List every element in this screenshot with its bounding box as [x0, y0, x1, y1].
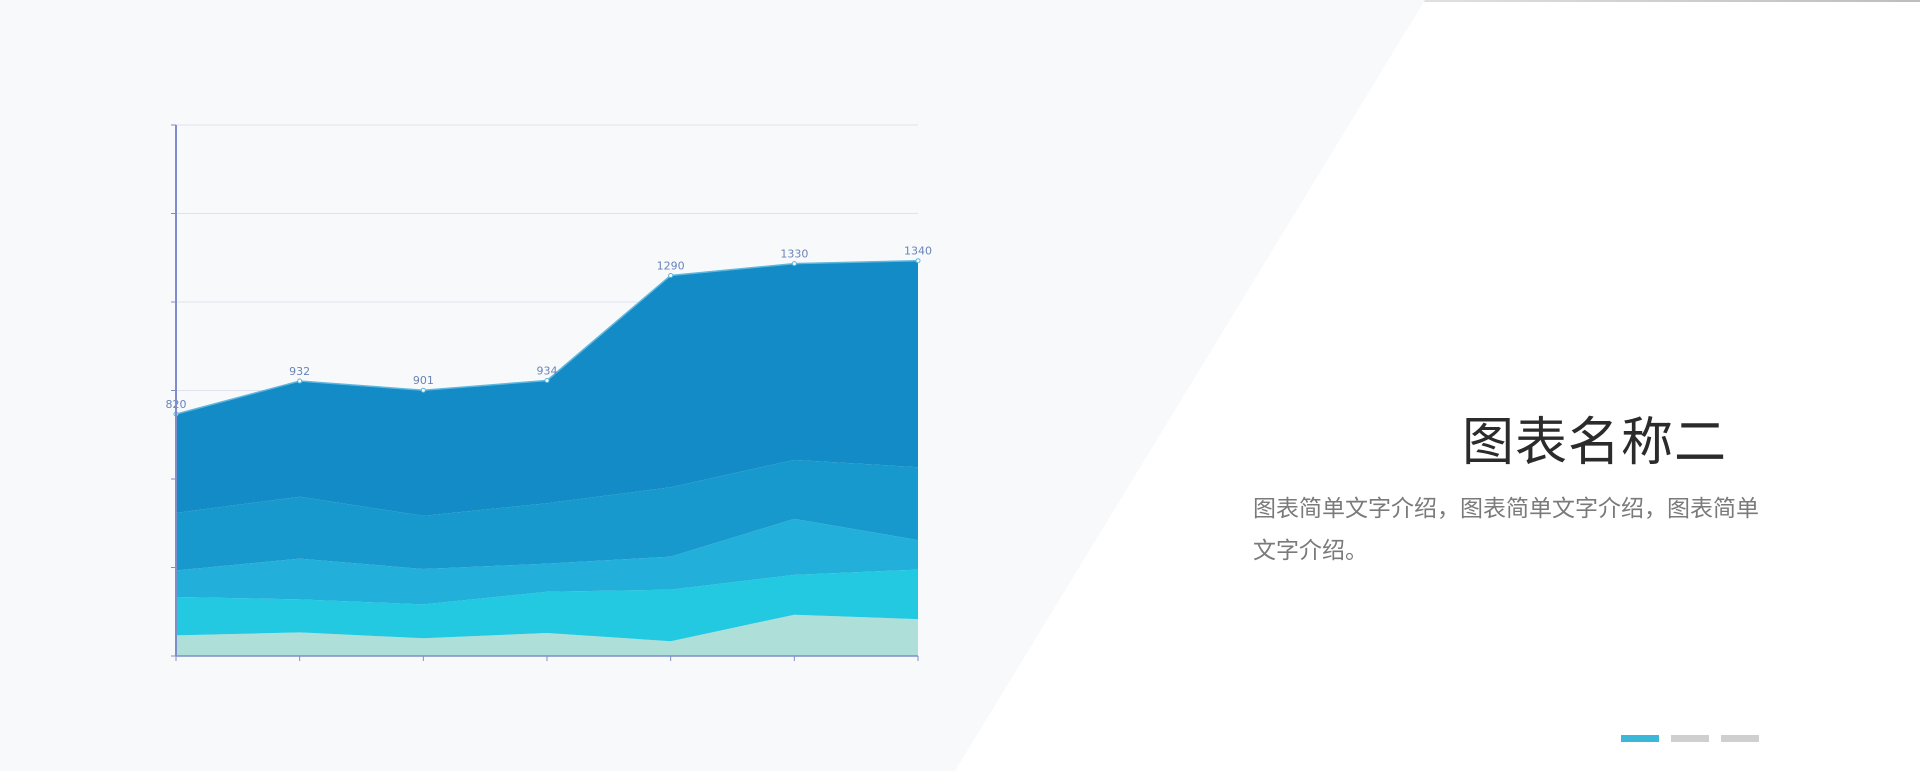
pager-dot-2[interactable] — [1671, 735, 1709, 742]
area-layer-1 — [176, 614, 918, 656]
data-label-2: 932 — [289, 365, 310, 378]
total-point-4 — [544, 377, 550, 383]
data-label-7: 1340 — [904, 245, 932, 258]
area-layer-4 — [176, 459, 918, 571]
area-layer-3 — [176, 518, 918, 605]
data-label-3: 901 — [413, 374, 434, 387]
stacked-area-chart: 820932901934129013301340 — [166, 124, 932, 661]
total-point-5 — [668, 272, 674, 278]
pager-dot-3[interactable] — [1721, 735, 1759, 742]
data-label-5: 1290 — [657, 259, 685, 272]
data-label-4: 934 — [537, 364, 558, 377]
total-point-6 — [791, 261, 797, 267]
area-layer-5 — [176, 260, 918, 516]
pager-dot-1[interactable] — [1621, 735, 1659, 742]
area-layer-2 — [176, 569, 918, 642]
total-point-3 — [420, 387, 426, 393]
data-label-6: 1330 — [780, 248, 808, 261]
slide-pager — [1621, 735, 1759, 742]
chart-description: 图表简单文字介绍，图表简单文字介绍，图表简单文字介绍。 — [1253, 496, 1759, 564]
chart-title: 图表名称二 — [1461, 413, 1727, 473]
total-point-7 — [915, 258, 921, 264]
total-point-2 — [297, 378, 303, 384]
